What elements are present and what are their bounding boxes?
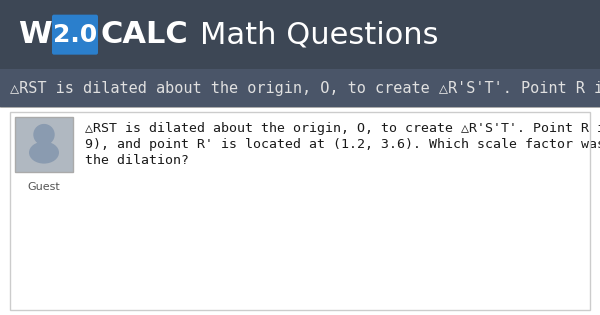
Ellipse shape bbox=[29, 142, 59, 163]
Bar bbox=[10, 112, 590, 310]
Text: WEB: WEB bbox=[18, 20, 95, 49]
Text: Guest: Guest bbox=[28, 182, 61, 192]
FancyBboxPatch shape bbox=[52, 15, 98, 54]
Text: △RST is dilated about the origin, O, to create △R'S'T'. Point R is located at (3: △RST is dilated about the origin, O, to … bbox=[85, 122, 600, 135]
Text: 2.0: 2.0 bbox=[53, 23, 97, 47]
Text: CALC: CALC bbox=[100, 20, 188, 49]
Text: the dilation?: the dilation? bbox=[85, 154, 189, 167]
Text: 9), and point R' is located at (1.2, 3.6). Which scale factor was used to perfor: 9), and point R' is located at (1.2, 3.6… bbox=[85, 138, 600, 151]
Text: Math Questions: Math Questions bbox=[200, 20, 439, 49]
Text: △RST is dilated about the origin, O, to create △R'S'T'. Point R is located at (: △RST is dilated about the origin, O, to … bbox=[10, 81, 600, 96]
FancyBboxPatch shape bbox=[15, 117, 73, 172]
Circle shape bbox=[34, 125, 54, 145]
Bar bbox=[0, 69, 600, 107]
Bar bbox=[0, 107, 600, 315]
